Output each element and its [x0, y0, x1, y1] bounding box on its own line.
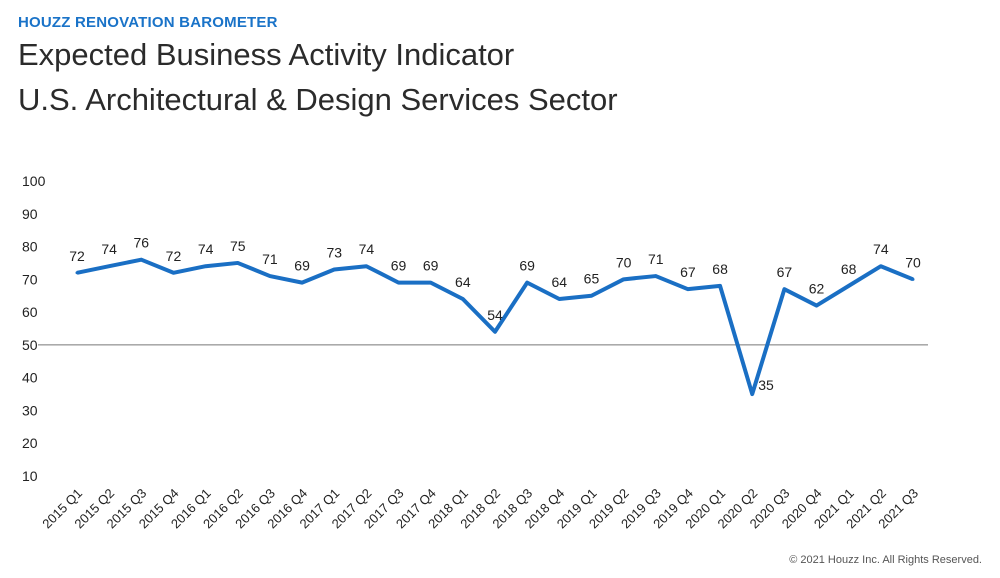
data-label: 70 — [616, 254, 632, 270]
data-point — [236, 261, 240, 265]
data-label: 72 — [166, 248, 182, 264]
y-tick-label: 90 — [22, 206, 38, 222]
y-tick-label: 100 — [22, 173, 46, 189]
data-point — [879, 264, 883, 268]
data-label: 54 — [487, 307, 503, 323]
data-label: 65 — [584, 271, 600, 287]
data-point — [847, 284, 851, 288]
data-label: 62 — [809, 281, 825, 297]
data-label: 71 — [648, 251, 664, 267]
y-tick-label: 10 — [22, 468, 38, 484]
data-point — [332, 268, 336, 271]
y-tick-label: 20 — [22, 435, 38, 451]
data-point — [107, 264, 111, 268]
data-point — [300, 281, 304, 285]
data-label: 67 — [777, 264, 793, 280]
data-label: 69 — [519, 258, 535, 274]
data-point — [429, 281, 433, 285]
data-label: 64 — [552, 274, 568, 290]
data-label: 76 — [134, 235, 150, 251]
data-label: 69 — [423, 258, 439, 274]
data-point — [461, 297, 465, 301]
data-label: 67 — [680, 264, 696, 280]
y-tick-label: 60 — [22, 304, 38, 320]
data-point — [815, 304, 819, 308]
data-label: 73 — [326, 245, 342, 261]
data-point — [557, 297, 561, 301]
data-label: 69 — [294, 258, 310, 274]
data-label: 74 — [101, 241, 117, 257]
data-label: 69 — [391, 258, 407, 274]
data-point — [654, 274, 658, 278]
data-label: 64 — [455, 274, 471, 290]
data-point — [686, 287, 690, 291]
copyright: © 2021 Houzz Inc. All Rights Reserved. — [789, 554, 982, 566]
y-tick-label: 80 — [22, 239, 38, 255]
data-point — [493, 330, 497, 334]
data-point — [718, 284, 722, 288]
data-point — [525, 281, 529, 285]
data-point — [397, 281, 401, 285]
chart-title: Expected Business Activity Indicator — [18, 37, 515, 72]
data-point — [782, 287, 786, 291]
y-tick-label: 30 — [22, 402, 38, 418]
data-label: 74 — [359, 241, 375, 257]
data-point — [75, 271, 79, 275]
data-point — [589, 294, 593, 298]
data-point — [139, 258, 143, 262]
data-label: 68 — [712, 261, 728, 277]
data-label: 35 — [758, 377, 774, 393]
data-label: 74 — [873, 241, 889, 257]
y-tick-label: 50 — [22, 337, 38, 353]
data-point — [171, 271, 175, 275]
data-label: 72 — [69, 248, 85, 264]
data-point — [911, 277, 915, 281]
data-label: 75 — [230, 238, 246, 254]
data-label: 71 — [262, 251, 278, 267]
y-tick-label: 70 — [22, 271, 38, 287]
data-point — [268, 274, 272, 278]
data-point — [622, 277, 626, 281]
data-point — [364, 264, 368, 268]
data-label: 74 — [198, 241, 214, 257]
chart-subtitle: U.S. Architectural & Design Services Sec… — [18, 82, 618, 117]
y-tick-label: 40 — [22, 370, 38, 386]
data-point — [750, 392, 754, 396]
data-point — [204, 264, 208, 268]
data-label: 68 — [841, 261, 857, 277]
kicker: HOUZZ RENOVATION BAROMETER — [18, 14, 278, 31]
data-label: 70 — [905, 254, 921, 270]
